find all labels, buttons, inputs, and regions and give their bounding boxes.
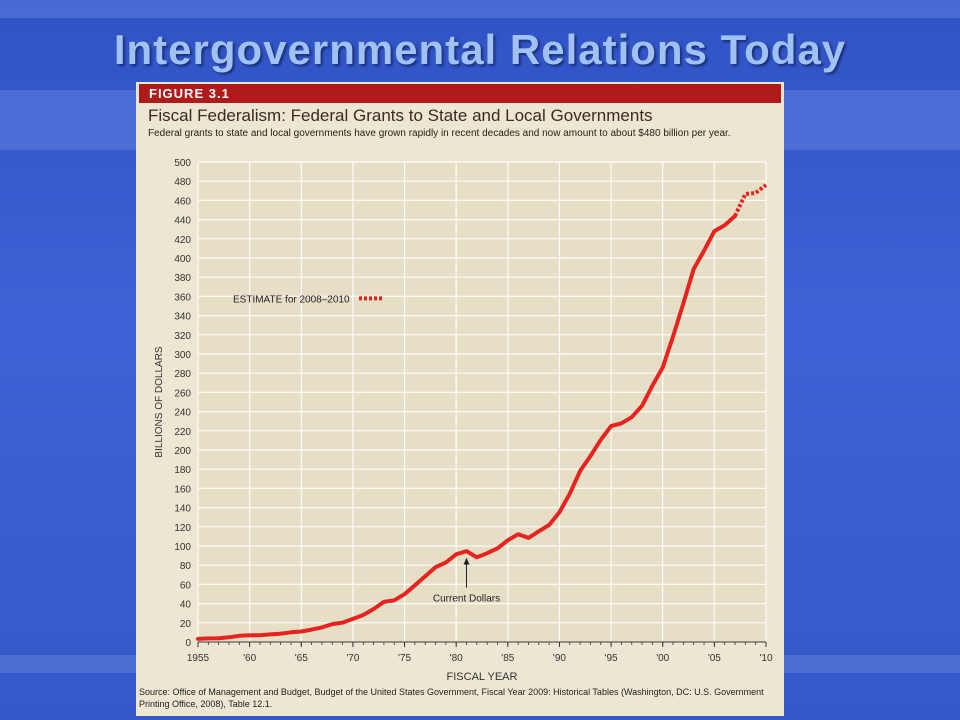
y-tick-label: 400 bbox=[174, 254, 191, 265]
x-tick-label: '85 bbox=[501, 653, 514, 664]
data-line bbox=[196, 214, 737, 641]
x-tick-label: '90 bbox=[553, 653, 566, 664]
y-tick-label: 460 bbox=[174, 196, 191, 207]
figure-subtitle: Federal grants to state and local govern… bbox=[148, 128, 731, 139]
x-tick-label: '60 bbox=[243, 653, 256, 664]
x-tick-label: '70 bbox=[346, 653, 359, 664]
figure-label: FIGURE 3.1 bbox=[139, 84, 781, 103]
annotation-arrowhead bbox=[463, 557, 470, 565]
y-tick-label: 140 bbox=[174, 504, 191, 515]
y-tick-label: 240 bbox=[174, 408, 191, 419]
y-tick-label: 440 bbox=[174, 216, 191, 227]
x-tick-label: '80 bbox=[450, 653, 463, 664]
y-tick-label: 320 bbox=[174, 331, 191, 342]
y-tick-label: 220 bbox=[174, 427, 191, 438]
x-tick-label: 1955 bbox=[187, 653, 210, 664]
y-tick-label: 500 bbox=[174, 158, 191, 169]
y-tick-label: 100 bbox=[174, 542, 191, 553]
y-tick-label: 480 bbox=[174, 177, 191, 188]
figure-panel: FIGURE 3.1 Fiscal Federalism: Federal Gr… bbox=[136, 82, 784, 716]
y-tick-label: 0 bbox=[185, 638, 191, 649]
y-tick-label: 420 bbox=[174, 235, 191, 246]
x-tick-label: '10 bbox=[759, 653, 772, 664]
y-tick-label: 380 bbox=[174, 273, 191, 284]
background-band bbox=[0, 0, 960, 18]
x-tick-label: '95 bbox=[605, 653, 618, 664]
y-tick-label: 80 bbox=[180, 561, 192, 572]
y-tick-label: 340 bbox=[174, 312, 191, 323]
x-axis-label: FISCAL YEAR bbox=[447, 671, 518, 683]
estimate-line bbox=[733, 183, 768, 217]
x-tick-label: '65 bbox=[295, 653, 308, 664]
x-tick-label: '05 bbox=[708, 653, 721, 664]
y-tick-label: 120 bbox=[174, 523, 191, 534]
y-tick-label: 260 bbox=[174, 388, 191, 399]
y-axis-label: BILLIONS OF DOLLARS bbox=[154, 346, 165, 457]
y-tick-label: 20 bbox=[180, 619, 192, 630]
chart-svg: 0 20 40 60 80 100 120 140 160 180 200 220 240 260 280 3… bbox=[154, 158, 773, 683]
y-tick-label: 160 bbox=[174, 484, 191, 495]
y-tick-label: 60 bbox=[180, 580, 192, 591]
y-tick-label: 200 bbox=[174, 446, 191, 457]
y-tick-label: 180 bbox=[174, 465, 191, 476]
y-tick-label: 280 bbox=[174, 369, 191, 380]
slide-title: Intergovernmental Relations Today bbox=[113, 26, 847, 73]
plot-area bbox=[198, 162, 766, 642]
y-tick-label: 360 bbox=[174, 292, 191, 303]
figure-title: Fiscal Federalism: Federal Grants to Sta… bbox=[148, 106, 653, 125]
x-tick-label: '00 bbox=[656, 653, 669, 664]
annotation-label: Current Dollars bbox=[433, 594, 500, 605]
y-tick-label: 40 bbox=[180, 600, 192, 611]
estimate-legend-label: ESTIMATE for 2008–2010 bbox=[233, 294, 350, 305]
x-tick-label: '75 bbox=[398, 653, 411, 664]
y-tick-label: 300 bbox=[174, 350, 191, 361]
figure-source: Source: Office of Management and Budget,… bbox=[139, 687, 764, 709]
